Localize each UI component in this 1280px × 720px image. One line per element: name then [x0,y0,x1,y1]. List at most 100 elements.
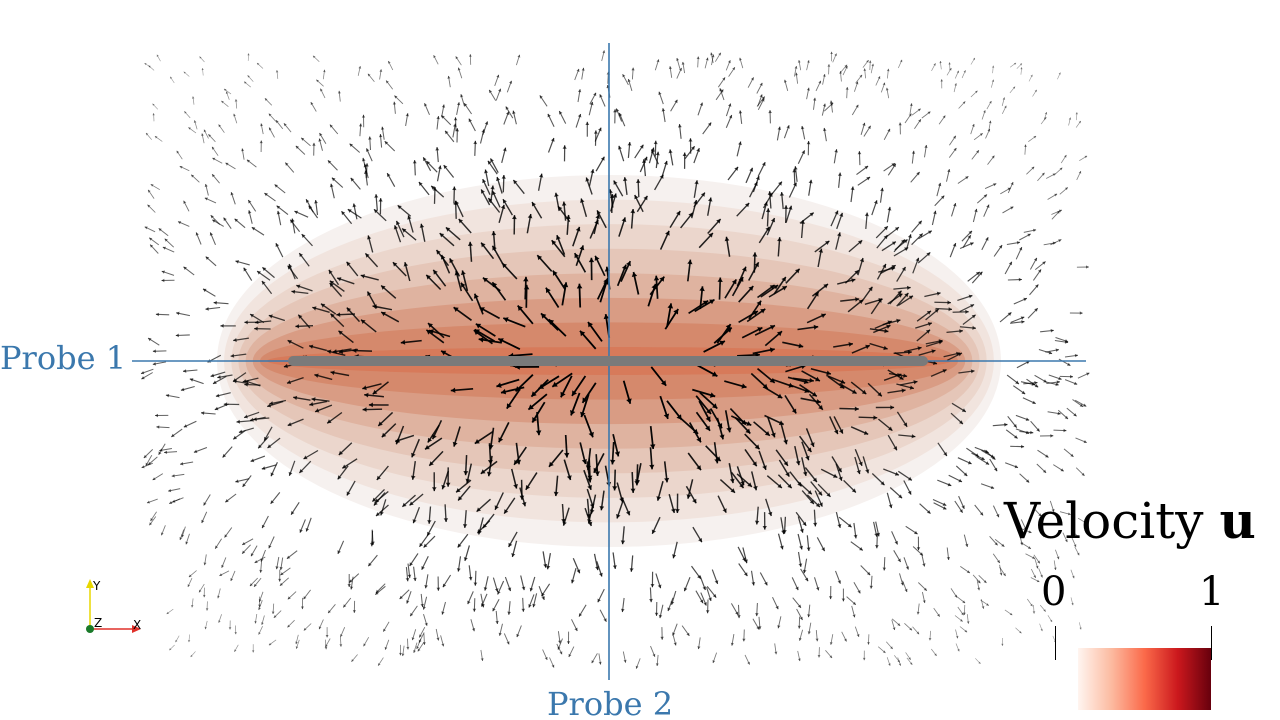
velocity-arrowhead [1055,348,1059,352]
velocity-arrowhead [714,580,719,584]
velocity-arrowhead [303,596,307,600]
velocity-arrowhead [1038,513,1042,517]
velocity-arrow [295,634,299,645]
velocity-arrowhead [481,242,486,248]
velocity-arrowhead [478,337,484,343]
velocity-arrowhead [264,98,268,101]
velocity-arrowhead [712,594,717,598]
velocity-arrowhead [187,584,191,587]
velocity-arrowhead [1076,534,1079,538]
velocity-arrowhead [1018,277,1022,282]
velocity-arrowhead [580,198,585,203]
velocity-arrowhead [768,110,772,114]
velocity-arrowhead [349,579,353,583]
velocity-arrowhead [552,381,558,387]
velocity-arrowhead [614,451,620,457]
velocity-arrowhead [900,582,904,586]
velocity-arrowhead [550,138,555,142]
velocity-arrowhead [513,484,518,489]
velocity-arrowhead [148,189,151,193]
velocity-arrowhead [965,309,969,314]
velocity-arrowhead [618,145,622,150]
velocity-arrowhead [775,605,779,610]
velocity-arrowhead [855,104,859,108]
velocity-arrowhead [312,306,317,311]
velocity-arrowhead [676,414,682,420]
velocity-arrowhead [1053,567,1057,570]
velocity-arrow [961,70,966,79]
velocity-arrowhead [441,104,446,108]
velocity-arrowhead [965,543,969,547]
velocity-arrowhead [587,521,593,526]
velocity-arrowhead [953,135,956,139]
velocity-arrowhead [217,595,220,599]
velocity-arrowhead [851,278,856,283]
velocity-arrowhead [293,395,298,401]
velocity-arrowhead [296,284,301,289]
velocity-arrowhead [650,444,656,449]
velocity-arrowhead [313,55,316,59]
velocity-arrowhead [672,632,676,636]
velocity-arrowhead [585,121,590,125]
velocity-arrowhead [873,415,878,420]
velocity-arrowhead [314,373,319,378]
velocity-arrowhead [279,566,283,570]
velocity-arrowhead [217,375,221,379]
velocity-arrowhead [1084,521,1087,524]
velocity-arrowhead [190,605,194,608]
velocity-arrowhead [745,203,750,208]
velocity-arrowhead [445,130,449,135]
velocity-arrow [1079,622,1082,630]
velocity-arrowhead [270,500,275,504]
velocity-arrowhead [483,587,488,591]
velocity-arrowhead [830,51,833,54]
velocity-arrowhead [626,398,632,404]
velocity-arrowhead [952,243,957,247]
velocity-arrowhead [652,653,656,657]
velocity-arrow [1001,97,1005,107]
velocity-arrowhead [615,108,620,112]
velocity-arrowhead [1002,97,1006,100]
velocity-arrowhead [752,461,757,467]
velocity-arrowhead [813,97,817,101]
velocity-arrowhead [258,632,261,635]
velocity-arrowhead [844,64,848,68]
velocity-arrowhead [521,586,526,591]
velocity-arrowhead [676,211,681,216]
velocity-arrowhead [269,127,272,131]
velocity-arrowhead [264,193,268,197]
velocity-arrowhead [222,453,227,458]
velocity-arrowhead [979,133,983,136]
velocity-arrowhead [581,459,587,465]
velocity-arrowhead [230,353,235,358]
velocity-arrowhead [1050,434,1054,438]
velocity-arrowhead [419,542,424,547]
velocity-arrowhead [959,509,963,513]
velocity-arrowhead [233,435,237,440]
velocity-arrowhead [388,61,391,64]
velocity-arrowhead [463,471,469,476]
velocity-arrow [1030,577,1040,583]
velocity-arrowhead [188,127,191,130]
velocity-arrowhead [696,148,700,152]
velocity-arrowhead [827,64,831,67]
velocity-arrow [1039,623,1043,632]
velocity-arrowhead [732,67,735,71]
velocity-arrowhead [926,310,931,315]
velocity-arrowhead [746,421,752,426]
velocity-arrow [1079,155,1088,162]
velocity-arrowhead [450,387,456,393]
velocity-arrowhead [484,121,489,125]
velocity-arrowhead [325,644,328,648]
velocity-arrowhead [236,419,240,424]
velocity-arrowhead [893,446,897,451]
velocity-arrowhead [937,613,940,617]
velocity-arrowhead [579,613,583,617]
velocity-arrowhead [363,643,366,647]
velocity-arrow [905,652,911,661]
velocity-arrowhead [1079,311,1083,315]
velocity-arrowhead [338,349,344,354]
velocity-arrowhead [1003,573,1006,576]
velocity-arrow [156,54,161,62]
velocity-arrowhead [1072,575,1075,579]
